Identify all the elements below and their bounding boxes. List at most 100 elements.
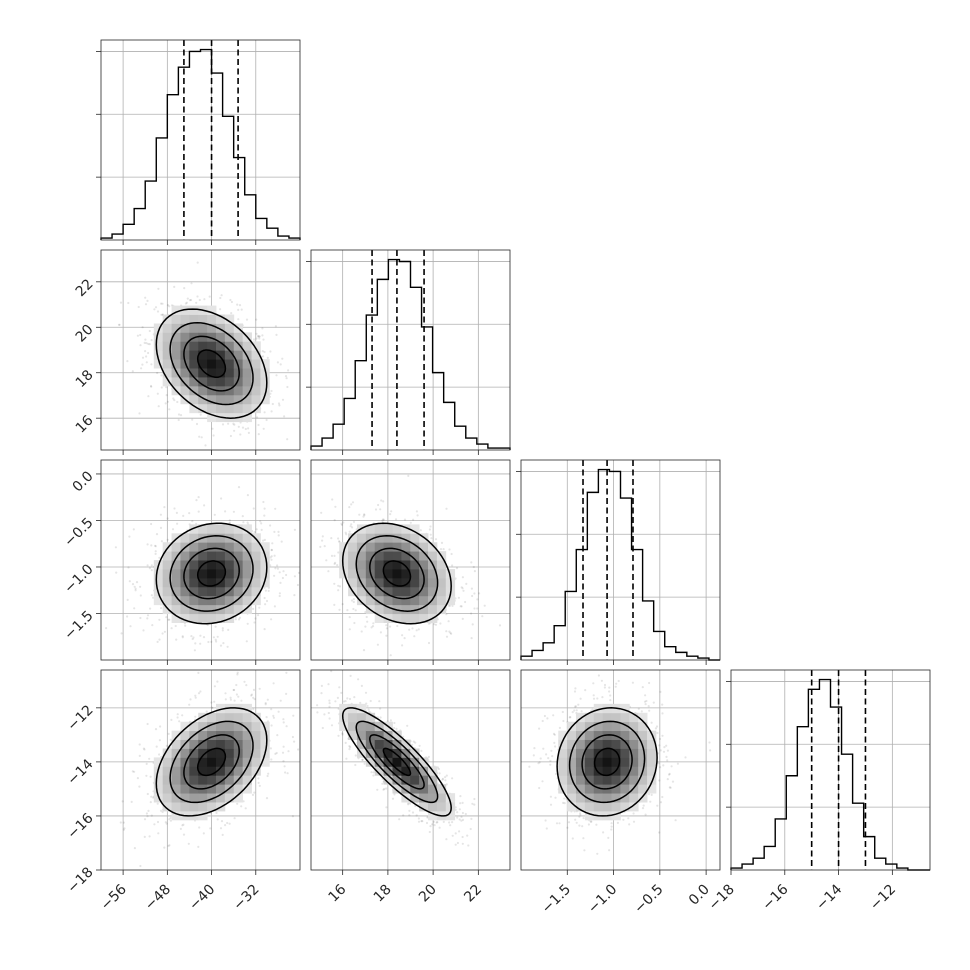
density-cell	[242, 359, 252, 369]
scatter-point	[257, 335, 260, 338]
scatter-point	[319, 545, 322, 549]
scatter-point	[199, 634, 202, 637]
scatter-point	[182, 514, 185, 518]
density-cell	[198, 323, 208, 333]
scatter-point	[281, 751, 285, 754]
density-cell	[189, 323, 199, 333]
density-cell	[224, 560, 235, 570]
scatter-point	[168, 408, 171, 411]
density-cell	[251, 394, 261, 405]
density-cell	[198, 385, 208, 396]
scatter-point	[431, 823, 434, 826]
scatter-point	[464, 600, 467, 604]
scatter-point	[195, 422, 199, 426]
scatter-point	[186, 297, 189, 300]
density-cell	[171, 775, 181, 785]
density-cell	[242, 377, 252, 387]
scatter-point	[334, 505, 337, 508]
density-cell	[171, 569, 181, 579]
scatter-point	[264, 702, 267, 705]
scatter-point	[391, 797, 395, 800]
scatter-point	[359, 701, 362, 705]
density-cell	[180, 350, 190, 360]
density-cell	[162, 604, 172, 615]
density-cell	[189, 341, 199, 351]
scatter-point	[460, 586, 463, 589]
scatter-point	[377, 503, 380, 507]
scatter-point	[163, 630, 166, 633]
density-cell	[242, 560, 252, 570]
scatter-point	[143, 818, 147, 821]
scatter-point	[165, 386, 168, 389]
scatter-point	[428, 830, 431, 834]
scatter-point	[175, 638, 178, 641]
density-cell	[392, 569, 402, 579]
density-cell	[215, 748, 226, 758]
scatter-point	[259, 520, 262, 523]
density-cell	[198, 613, 208, 623]
scatter-point	[147, 395, 150, 398]
density-cell	[215, 341, 226, 351]
scatter-point	[352, 598, 355, 601]
density-cell	[198, 586, 208, 597]
density-cell	[215, 613, 226, 623]
density-cell	[198, 551, 208, 561]
scatter-point	[473, 607, 476, 610]
density-cell	[189, 533, 199, 543]
density-cell	[428, 577, 438, 588]
scatter-point	[456, 811, 459, 814]
scatter-point	[342, 521, 345, 524]
density-cell	[162, 323, 172, 333]
density-cell	[189, 569, 199, 579]
scatter-point	[131, 583, 135, 586]
scatter-point	[213, 700, 216, 703]
scatter-point	[131, 370, 134, 373]
scatter-point	[139, 594, 142, 597]
scatter-point	[467, 844, 470, 847]
scatter-point	[171, 528, 175, 531]
scatter-point	[181, 635, 184, 638]
density-cell	[171, 604, 181, 615]
density-cell	[198, 377, 208, 387]
scatter-point	[348, 745, 351, 748]
scatter-point	[321, 539, 324, 542]
density-cell	[162, 542, 172, 552]
scatter-point	[286, 438, 289, 441]
scatter-point	[451, 564, 454, 567]
scatter-point	[143, 341, 146, 344]
scatter-point	[287, 369, 290, 372]
scatter-point	[137, 305, 140, 309]
scatter-point	[233, 423, 236, 426]
scatter-point	[258, 337, 261, 340]
scatter-point	[258, 335, 261, 338]
scatter-point	[256, 416, 259, 419]
scatter-point	[170, 627, 173, 630]
scatter-point	[258, 687, 261, 690]
density-cell	[242, 394, 252, 405]
scatter-point	[321, 535, 324, 538]
density-cell	[162, 551, 172, 561]
scatter-point	[412, 518, 415, 521]
scatter-point	[293, 740, 296, 743]
scatter-point	[139, 344, 142, 347]
scatter-point	[415, 814, 418, 817]
scatter-point	[221, 833, 224, 837]
scatter-point	[316, 704, 319, 707]
scatter-point	[208, 295, 211, 298]
scatter-point	[287, 750, 290, 753]
scatter-point	[132, 528, 135, 531]
scatter-point	[331, 498, 334, 501]
scatter-point	[253, 791, 256, 794]
scatter-point	[159, 809, 163, 812]
density-cell	[207, 739, 217, 749]
density-cell	[180, 604, 190, 615]
scatter-point	[451, 777, 454, 780]
density-cell	[189, 314, 199, 324]
scatter-point	[219, 296, 222, 300]
scatter-point	[333, 582, 336, 585]
scatter-point	[447, 620, 450, 623]
density-cell	[207, 757, 217, 767]
scatter-point	[141, 326, 144, 329]
scatter-point	[236, 671, 239, 674]
scatter-point	[207, 640, 210, 644]
